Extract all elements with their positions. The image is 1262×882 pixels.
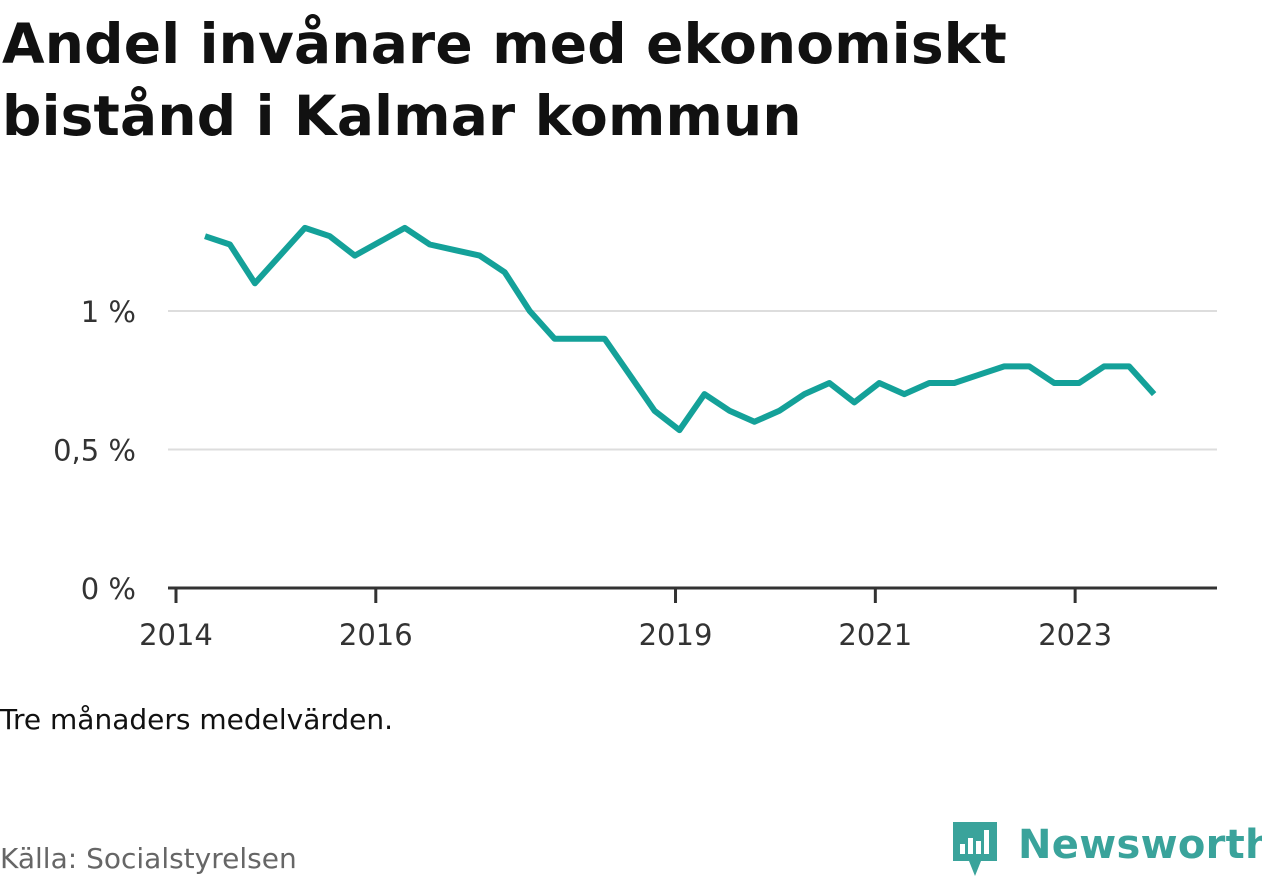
x-axis-ticks: 2014 2016 2019 2021 2023 [139,588,1112,652]
x-tick-label: 2014 [139,618,213,652]
series-line [204,224,1157,434]
x-tick-label: 2023 [1038,618,1112,652]
y-tick-label: 1 % [81,295,136,329]
y-tick-label: 0,5 % [53,434,136,468]
x-tick-label: 2021 [838,618,912,652]
series-layer [204,224,1157,434]
chart-title: Andel invånare med ekonomiskt bistånd i … [2,12,1008,148]
line-chart: 0 % 0,5 % 1 % 2014 2016 2019 2021 2023 [53,224,1217,652]
gridlines [168,310,1217,451]
x-tick-label: 2019 [639,618,713,652]
y-axis-tick-labels: 0 % 0,5 % 1 % [53,295,136,606]
x-tick-label: 2016 [339,618,413,652]
source-credit: Källa: Socialstyrelsen [0,842,297,875]
brand-name: Newsworthy [1018,822,1262,868]
chart-note: Tre månaders medelvärden. [0,703,394,736]
brand-logo[interactable]: Newsworthy [950,818,1262,878]
y-tick-label: 0 % [81,572,136,606]
newsworthy-logo-icon [950,818,1000,882]
